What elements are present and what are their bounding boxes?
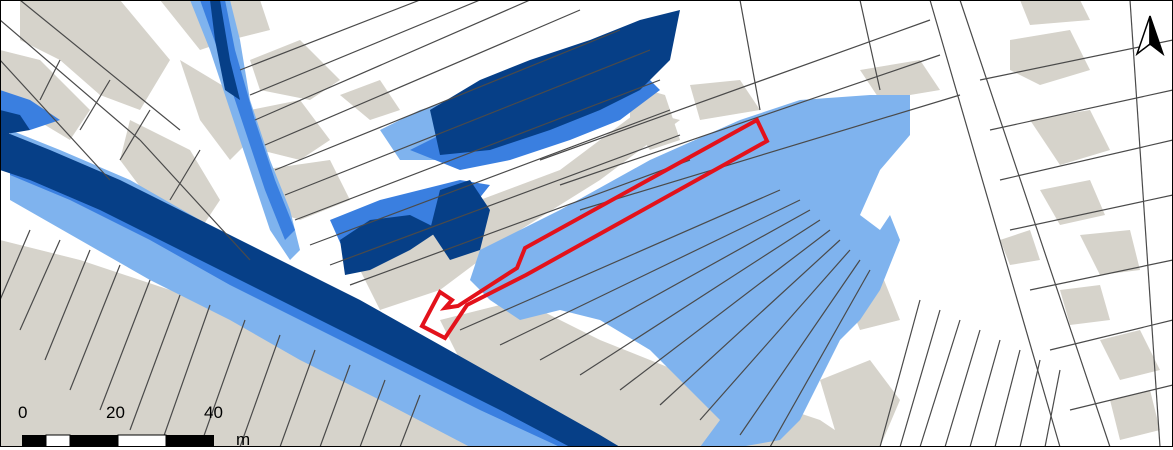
scale-bar-segment-3 — [70, 435, 118, 447]
site-boundary-outline[interactable] — [419, 117, 770, 341]
flood-layer-dark — [0, 0, 680, 447]
scale-bar-segment-2 — [45, 434, 71, 447]
scale-unit-label: m — [236, 430, 251, 449]
scale-bar-segment-4 — [117, 434, 167, 447]
scale-label-20: 20 — [106, 403, 125, 422]
scale-bar-segment-5 — [166, 435, 214, 447]
scale-label-0: 0 — [18, 403, 28, 422]
scale-bar-segment-1 — [22, 435, 46, 447]
scale-bar — [22, 434, 214, 447]
north-arrow-icon — [1135, 15, 1165, 57]
scale-label-40: 40 — [204, 403, 223, 422]
